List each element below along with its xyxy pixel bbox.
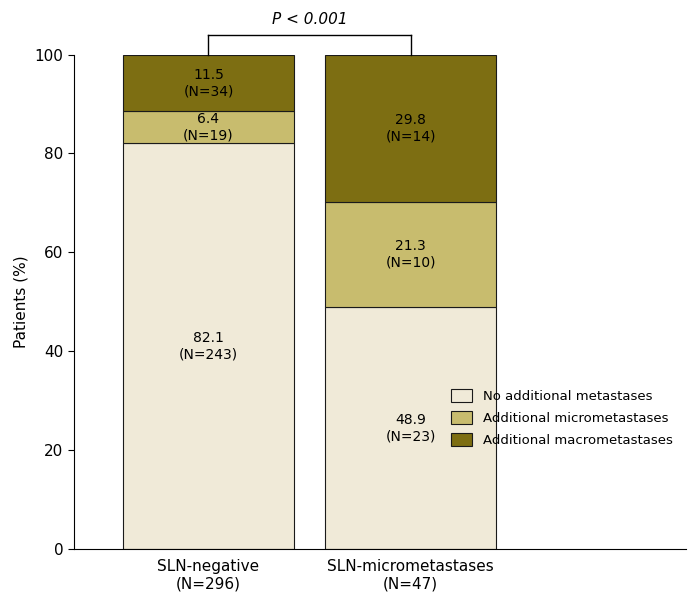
Text: 48.9
(N=23): 48.9 (N=23) xyxy=(386,413,435,443)
Legend: No additional metastases, Additional micrometastases, Additional macrometastases: No additional metastases, Additional mic… xyxy=(444,383,680,453)
Y-axis label: Patients (%): Patients (%) xyxy=(14,255,29,348)
Bar xyxy=(122,143,294,549)
Bar xyxy=(122,111,294,143)
Bar xyxy=(325,202,496,307)
Text: 6.4
(N=19): 6.4 (N=19) xyxy=(183,112,234,142)
Bar xyxy=(325,54,496,202)
Text: 82.1
(N=243): 82.1 (N=243) xyxy=(179,331,238,361)
Bar xyxy=(325,307,496,549)
Text: 29.8
(N=14): 29.8 (N=14) xyxy=(385,113,436,143)
Text: 21.3
(N=10): 21.3 (N=10) xyxy=(385,240,436,270)
Text: 11.5
(N=34): 11.5 (N=34) xyxy=(183,68,234,98)
Text: P < 0.001: P < 0.001 xyxy=(272,12,347,27)
Bar xyxy=(122,54,294,111)
